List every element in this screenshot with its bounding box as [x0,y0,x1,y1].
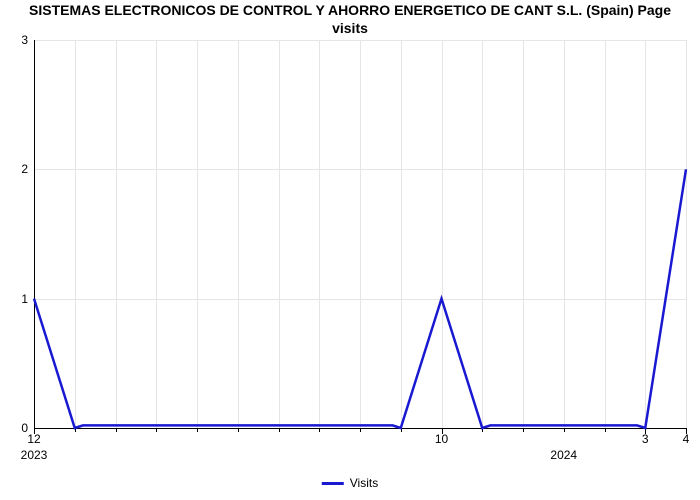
y-tick-label: 1 [21,292,28,306]
x-year-label: 2023 [21,448,48,462]
x-year-label: 2024 [550,448,577,462]
x-minor-tick [197,428,198,432]
x-minor-tick [360,428,361,432]
visits-line [34,169,686,428]
y-tick-label: 3 [21,33,28,47]
x-minor-tick [564,428,565,432]
y-tick-label: 2 [21,162,28,176]
x-tick-label: 10 [435,432,448,446]
x-tick-label: 12 [27,432,40,446]
x-minor-tick [116,428,117,432]
x-minor-tick [238,428,239,432]
x-minor-tick [523,428,524,432]
legend: Visits [322,476,378,490]
x-minor-tick [319,428,320,432]
legend-swatch [322,482,344,485]
chart-title-line1: SISTEMAS ELECTRONICOS DE CONTROL Y AHORR… [29,2,671,36]
x-minor-tick [279,428,280,432]
x-tick-label: 4 [683,432,690,446]
v-grid-line [686,40,687,428]
plot-area: 012312103420232024 [34,40,686,428]
x-tick-label: 3 [642,432,649,446]
chart-container: SISTEMAS ELECTRONICOS DE CONTROL Y AHORR… [0,0,700,500]
x-minor-tick [605,428,606,432]
legend-label: Visits [350,476,378,490]
x-minor-tick [156,428,157,432]
line-series-svg [34,40,686,428]
